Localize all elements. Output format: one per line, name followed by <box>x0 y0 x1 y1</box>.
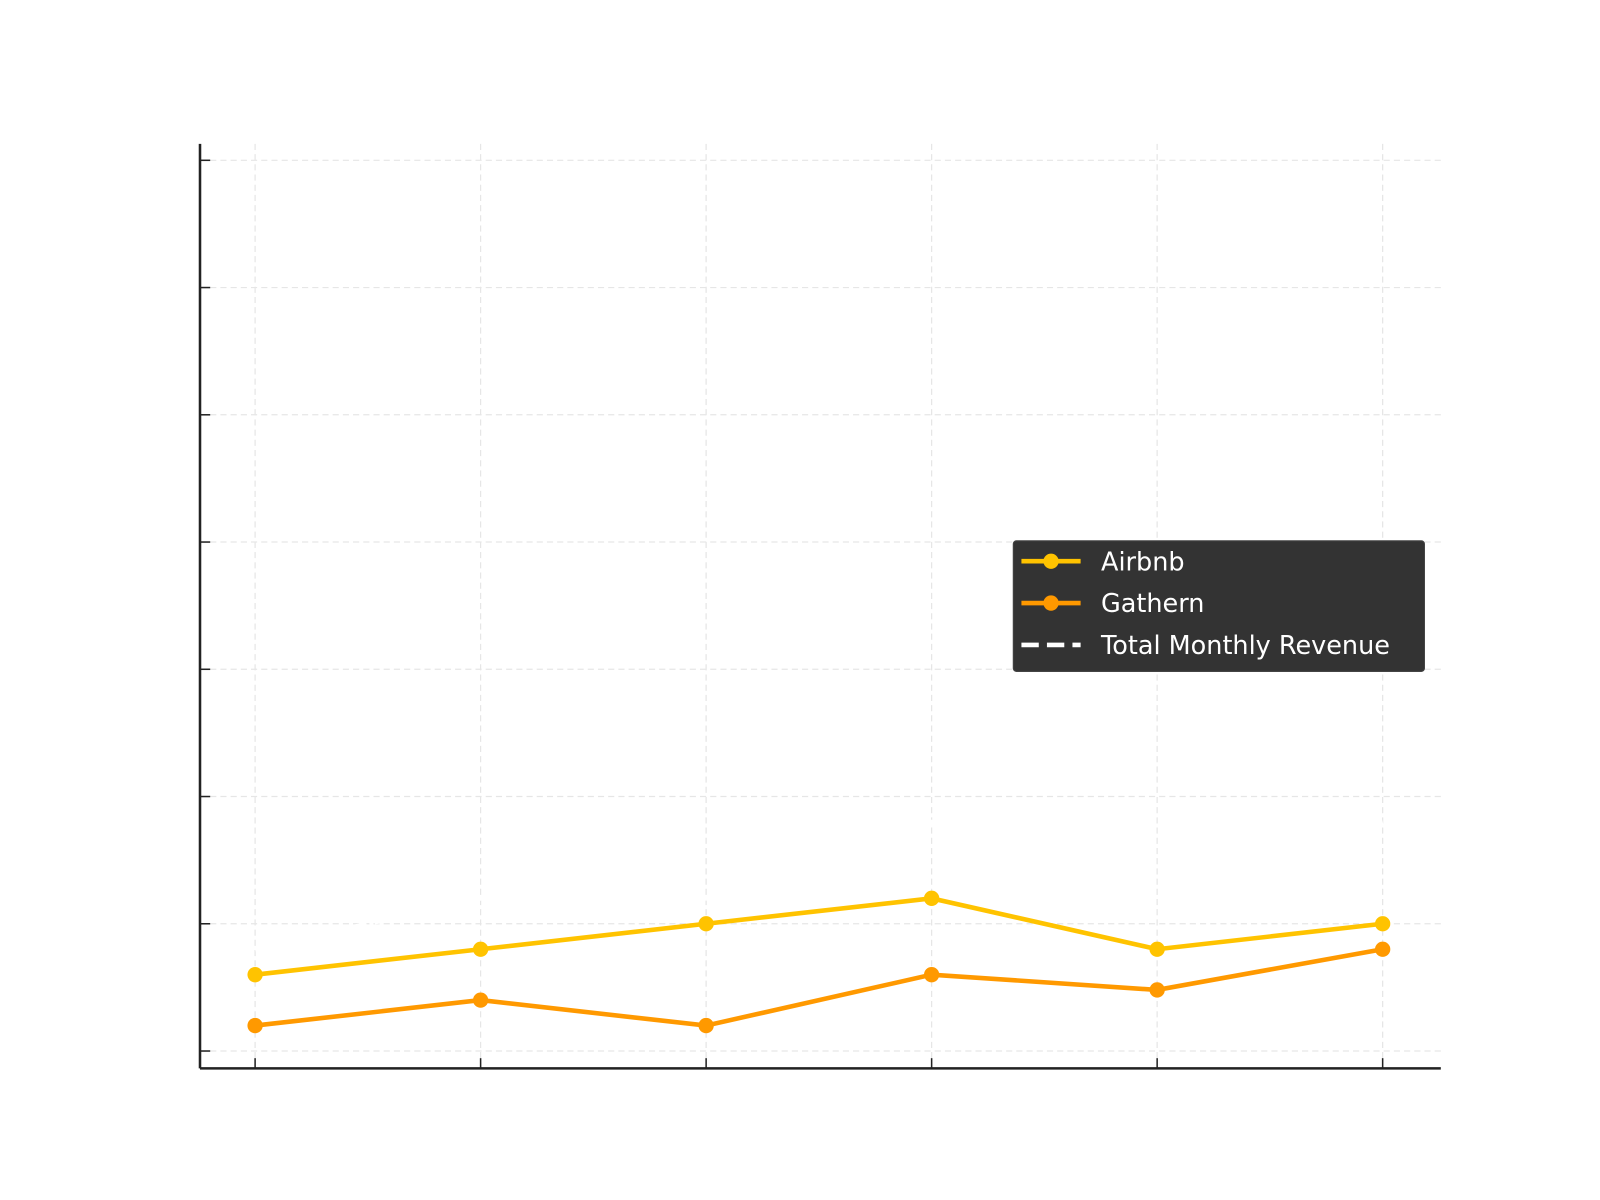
data-point <box>472 992 489 1008</box>
data-point <box>923 890 940 906</box>
series-layer <box>247 819 1391 1034</box>
legend-label: Airbnb <box>1101 547 1185 577</box>
data-point <box>698 1017 714 1034</box>
data-point <box>698 916 714 932</box>
data-point <box>247 1017 263 1034</box>
legend-label: Gathern <box>1101 589 1204 619</box>
data-point <box>923 967 940 983</box>
legend-marker <box>1043 553 1059 569</box>
data-point <box>1149 982 1165 998</box>
legend: Airbnb Gathern Total Monthly Revenue <box>1012 540 1425 672</box>
data-point <box>1375 941 1391 957</box>
axes <box>198 143 1441 1070</box>
data-point <box>1375 916 1391 932</box>
series-line-airbnb <box>254 896 1383 977</box>
legend-box <box>1012 540 1425 672</box>
series-line-gathern <box>254 946 1384 1028</box>
data-point <box>247 967 263 983</box>
series-line-total-monthly-revenue <box>254 819 1384 952</box>
data-point <box>1149 941 1165 957</box>
legend-label: Total Monthly Revenue <box>1100 631 1390 661</box>
data-point <box>472 941 489 957</box>
legend-marker <box>1043 595 1059 611</box>
